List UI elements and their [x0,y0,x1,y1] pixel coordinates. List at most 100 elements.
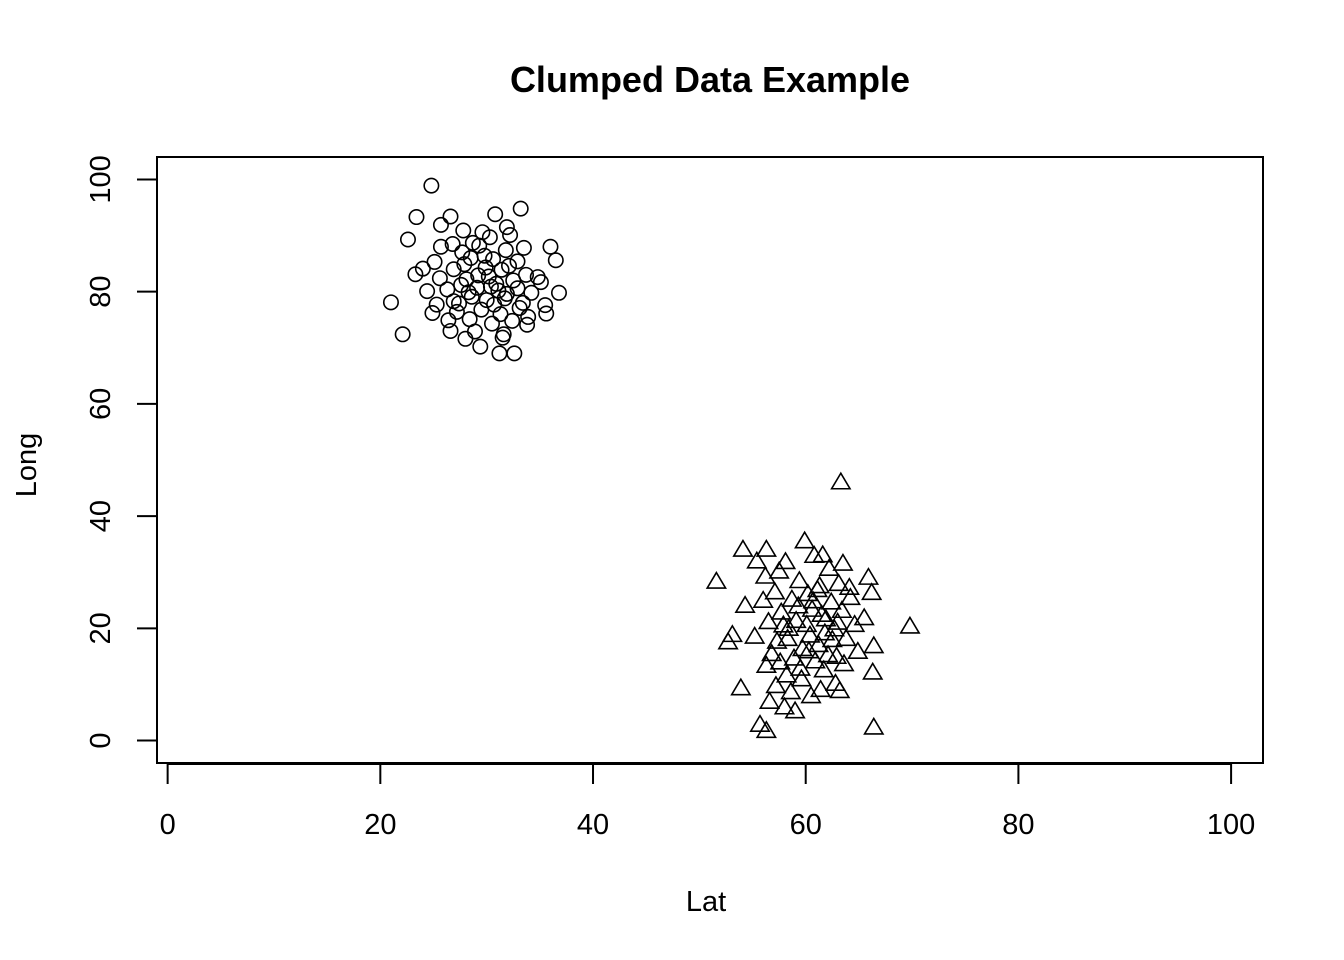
triangle-point [764,581,786,600]
triangle-point [746,550,768,569]
triangle-point [732,539,754,557]
triangle-point [839,587,861,606]
circle-point [532,274,549,291]
triangle-point [806,579,829,598]
triangle-point [784,700,806,719]
circle-point [470,267,487,284]
y-tick-label: 60 [85,388,117,420]
y-axis-label: Long [11,433,43,498]
triangle-point [838,577,860,596]
triangle-point [785,610,807,629]
circle-point [497,242,514,259]
y-tick-label: 40 [85,500,117,532]
triangle-point [799,624,821,643]
circle-point [491,345,508,362]
triangle-point [825,646,848,665]
circle-point [424,304,441,321]
triangle-point [831,600,853,619]
triangle-point [861,582,883,601]
circle-point [518,266,535,283]
triangle-point [862,661,884,680]
circle-point [445,261,462,278]
x-tick-label: 100 [1207,809,1255,841]
circle-point [426,253,443,270]
triangle-point [804,650,826,669]
triangle-point [790,668,813,687]
triangle-point [768,560,790,579]
circle-point [471,237,488,254]
circle-point [408,209,425,226]
triangle-point [800,685,822,704]
circle-point [547,252,564,269]
triangle-point [769,651,791,670]
y-tick-label: 80 [85,276,117,308]
triangle-point [765,675,787,694]
circle-point [432,216,449,233]
triangle-point [820,591,842,610]
circle-point [442,208,459,225]
triangle-point [830,471,852,490]
x-tick-label: 20 [364,809,396,841]
circle-point [514,294,531,311]
circle-point [444,235,461,252]
triangle-point [817,644,839,663]
circle-point [494,329,511,346]
circle-point [483,315,500,332]
circle-point [428,296,445,313]
circle-point [523,284,540,301]
circle-point [382,294,399,311]
triangle-point [783,647,805,666]
series-1 [382,177,567,362]
triangle-point [809,679,832,698]
circle-point [509,253,526,270]
circle-point [506,345,523,362]
triangle-point [773,696,796,715]
triangle-point [811,604,833,622]
circle-point [458,271,475,288]
plot-frame [156,156,1264,764]
triangle-point [787,595,809,614]
circle-point [455,222,472,239]
x-tick-label: 80 [1002,809,1034,841]
circle-point [456,256,473,273]
triangle-point [788,570,810,589]
circle-point [442,322,459,339]
triangle-point [754,565,776,584]
triangle-point [791,638,814,657]
circle-point [498,285,515,302]
triangle-point [835,628,857,647]
circle-point [486,296,503,313]
circle-point [515,239,532,256]
circle-point [419,283,436,300]
triangle-point [847,641,869,660]
circle-point [501,257,518,274]
circle-point [498,219,515,236]
triangle-point [807,634,830,653]
circle-point [493,261,510,278]
triangle-point [761,643,783,662]
triangle-point [844,614,866,633]
triangle-point [863,716,885,735]
circle-point [432,238,449,255]
triangle-point [803,545,825,564]
triangle-point [814,622,836,641]
circle-point [399,231,416,248]
triangle-point [796,614,818,633]
triangle-point [755,539,777,557]
circle-point [512,200,529,217]
triangle-point [705,570,727,589]
circle-point [394,326,411,343]
triangle-point [772,614,794,633]
triangle-point [789,657,811,676]
circle-point [457,330,474,347]
circle-point [407,266,424,283]
triangle-point [752,590,774,608]
triangle-point [802,590,824,609]
triangle-point [813,659,835,678]
y-tick-label: 20 [85,612,117,644]
chart-title: Clumped Data Example [510,59,910,100]
triangle-point [717,631,739,650]
y-tick-label: 0 [85,732,117,748]
circle-point [431,270,448,287]
triangle-point [755,720,777,739]
